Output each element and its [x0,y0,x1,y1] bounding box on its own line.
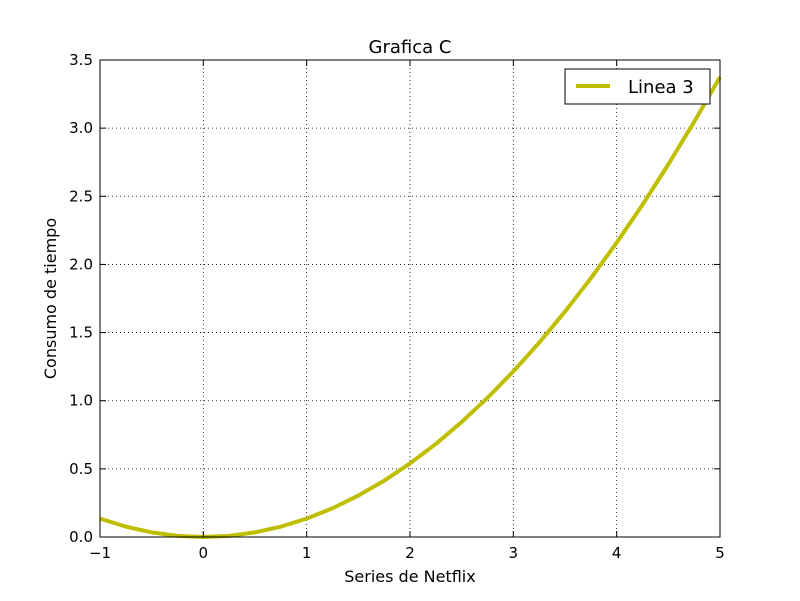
y-tick-label: 0.0 [69,528,93,546]
y-axis-label: Consumo de tiempo [41,218,60,379]
y-tick-label: 1.0 [69,392,93,410]
x-tick-label: −1 [89,544,111,562]
x-tick-label: 3 [509,544,519,562]
y-tick-label: 0.5 [69,460,93,478]
tick-layer: −1 0 1 2 3 4 5 0.0 0.5 1.0 1.5 2.0 2.5 3.0 3.5 [69,51,725,562]
y-tick-label: 3.5 [69,51,93,69]
y-tick-label: 2.5 [69,187,93,205]
y-tick-label: 3.0 [69,119,93,137]
x-tick-label: 5 [715,544,725,562]
y-tick-label: 2.0 [69,255,93,273]
legend: Linea 3 [564,68,711,105]
x-axis-label: Series de Netflix [344,567,475,586]
y-tick-label: 1.5 [69,324,93,342]
x-tick-label: 0 [199,544,209,562]
legend-label-linea-3: Linea 3 [628,77,694,98]
x-tick-label: 2 [405,544,415,562]
chart-title: Grafica C [369,37,452,58]
x-tick-label: 1 [302,544,312,562]
x-tick-label: 4 [612,544,622,562]
